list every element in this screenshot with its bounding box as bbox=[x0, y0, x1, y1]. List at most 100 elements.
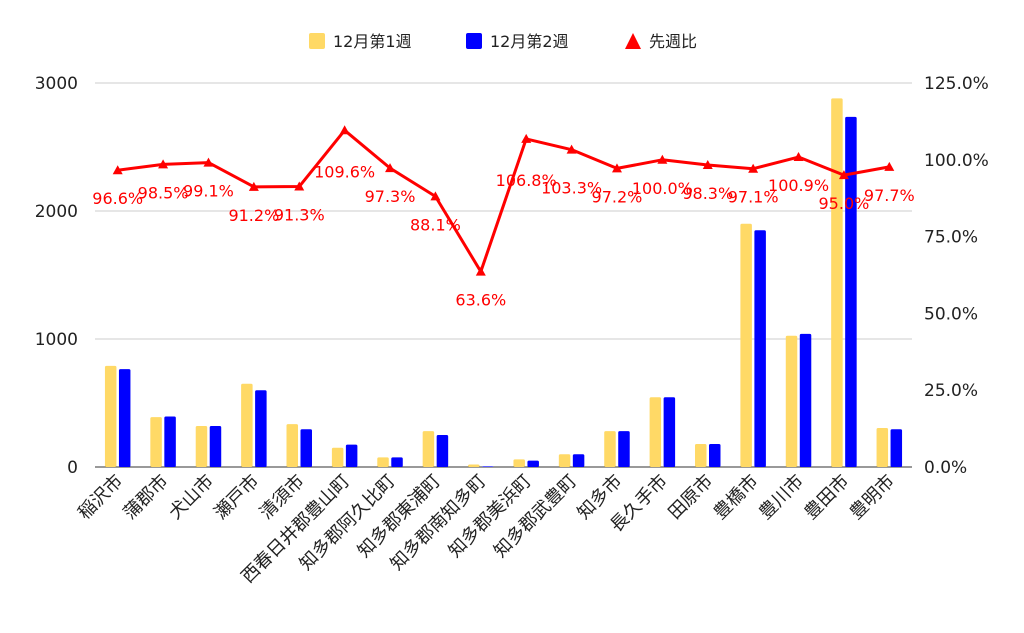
right-tick-label: 125.0% bbox=[924, 74, 989, 94]
bar-week2 bbox=[709, 443, 721, 467]
bar-week2 bbox=[572, 454, 585, 467]
category-label: 瀬戸市 bbox=[210, 471, 263, 524]
bar-week1 bbox=[241, 383, 253, 467]
bar-week1 bbox=[377, 457, 389, 467]
bar-week2 bbox=[209, 426, 222, 467]
ratio-data-label: 97.7% bbox=[864, 186, 915, 205]
x-axis-labels: 稲沢市蒲郡市犬山市瀬戸市清須市西春日井郡豊山町知多郡阿久比町知多郡東浦町知多郡南… bbox=[74, 471, 899, 588]
bar-week2 bbox=[482, 466, 494, 467]
bar-week1 bbox=[876, 427, 889, 467]
bar-week1 bbox=[468, 464, 480, 467]
ratio-data-label: 97.2% bbox=[592, 187, 643, 206]
bar-week1 bbox=[558, 454, 571, 467]
right-tick-label: 25.0% bbox=[924, 381, 978, 401]
category-label: 犬山市 bbox=[165, 471, 218, 524]
ratio-data-label: 88.1% bbox=[410, 215, 461, 234]
bar-week1 bbox=[104, 365, 117, 467]
ratio-line-path bbox=[117, 128, 890, 274]
ratio-data-label: 100.0% bbox=[632, 179, 693, 198]
ratio-data-label: 91.2% bbox=[228, 206, 279, 225]
right-tick-label: 50.0% bbox=[924, 304, 978, 324]
ratio-point bbox=[884, 161, 895, 171]
bars bbox=[104, 98, 903, 468]
ratio-data-label: 109.6% bbox=[314, 162, 375, 181]
ratio-data-label: 106.8% bbox=[496, 171, 557, 190]
bar-week2 bbox=[391, 457, 403, 467]
ratio-data-label: 98.3% bbox=[682, 184, 733, 203]
ratio-data-label: 97.3% bbox=[365, 187, 416, 206]
category-label: 田原市 bbox=[664, 471, 717, 524]
ratio-point bbox=[611, 163, 622, 173]
ratio-data-label: 95.0% bbox=[819, 194, 870, 213]
ratio-point bbox=[838, 170, 849, 180]
bar-week1 bbox=[331, 447, 344, 467]
bar-week2 bbox=[436, 435, 449, 467]
left-tick-label: 1000 bbox=[35, 330, 78, 350]
ratio-point bbox=[294, 181, 305, 191]
legend-swatch bbox=[625, 33, 641, 49]
ratio-point bbox=[112, 165, 123, 175]
ratio-point bbox=[430, 191, 441, 201]
ratio-point bbox=[339, 125, 350, 135]
ratio-point bbox=[248, 181, 259, 191]
bar-week1 bbox=[150, 417, 162, 467]
bar-week2 bbox=[118, 369, 131, 467]
ratio-data-label: 96.6% bbox=[92, 189, 143, 208]
ratio-point bbox=[385, 163, 396, 173]
bar-week2 bbox=[345, 444, 358, 467]
ratio-point bbox=[521, 133, 532, 143]
legend-label: 先週比 bbox=[649, 32, 697, 51]
category-label: 稲沢市 bbox=[74, 471, 127, 524]
gridlines bbox=[95, 82, 912, 468]
right-tick-label: 0.0% bbox=[924, 458, 967, 478]
ratio-point bbox=[566, 144, 577, 154]
ratio-line: 96.6%98.5%99.1% 91.2%91.3% 109.6% 97.3% 88.1… bbox=[92, 125, 915, 310]
category-label: 蒲郡市 bbox=[120, 471, 173, 524]
ratio-point bbox=[793, 152, 804, 162]
category-label: 豊明市 bbox=[846, 471, 899, 524]
ratio-data-label: 99.1% bbox=[183, 182, 234, 201]
ratio-point bbox=[203, 157, 214, 167]
right-tick-label: 100.0% bbox=[924, 151, 989, 171]
bar-week1 bbox=[195, 426, 208, 467]
bar-week2 bbox=[845, 116, 857, 468]
category-label: 豊橋市 bbox=[710, 471, 763, 524]
bar-week2 bbox=[618, 431, 630, 467]
ratio-data-label: 103.3% bbox=[541, 179, 602, 198]
category-label: 豊田市 bbox=[800, 471, 853, 524]
legend-label: 12月第2週 bbox=[490, 32, 569, 51]
bar-week1 bbox=[604, 431, 616, 467]
right-axis: 0.0% 25.0% 50.0% 75.0% 100.0% 125.0% bbox=[924, 74, 989, 478]
bar-week1 bbox=[513, 459, 525, 467]
bar-week2 bbox=[663, 397, 676, 467]
legend-swatch bbox=[466, 33, 482, 49]
ratio-point bbox=[748, 163, 759, 173]
legend: 12月第1週 12月第2週 先週比 bbox=[309, 32, 697, 51]
bar-week2 bbox=[300, 429, 312, 467]
bar-week1 bbox=[422, 431, 435, 467]
ratio-data-label: 98.5% bbox=[138, 183, 189, 202]
bar-week1 bbox=[695, 443, 707, 467]
left-tick-label: 0 bbox=[67, 458, 78, 478]
ratio-data-label: 63.6% bbox=[455, 291, 506, 310]
ratio-point bbox=[158, 159, 169, 169]
ratio-point bbox=[475, 266, 486, 276]
bar-week1 bbox=[286, 424, 298, 467]
ratio-point bbox=[657, 154, 668, 164]
bar-week1 bbox=[785, 335, 798, 467]
left-axis: 0 1000 2000 3000 bbox=[35, 74, 78, 478]
right-tick-label: 75.0% bbox=[924, 228, 978, 248]
bar-week2 bbox=[527, 460, 539, 467]
bar-week2 bbox=[799, 333, 812, 467]
bar-week1 bbox=[831, 98, 843, 468]
bar-week2 bbox=[164, 416, 176, 467]
ratio-point bbox=[702, 160, 713, 170]
ratio-data-label: 91.3% bbox=[274, 206, 325, 225]
bar-week1 bbox=[740, 223, 752, 467]
ratio-data-label: 100.9% bbox=[768, 176, 829, 195]
bar-week2 bbox=[890, 429, 903, 467]
legend-swatch bbox=[309, 33, 325, 49]
bar-week1 bbox=[649, 397, 662, 467]
bar-week2 bbox=[754, 230, 766, 467]
